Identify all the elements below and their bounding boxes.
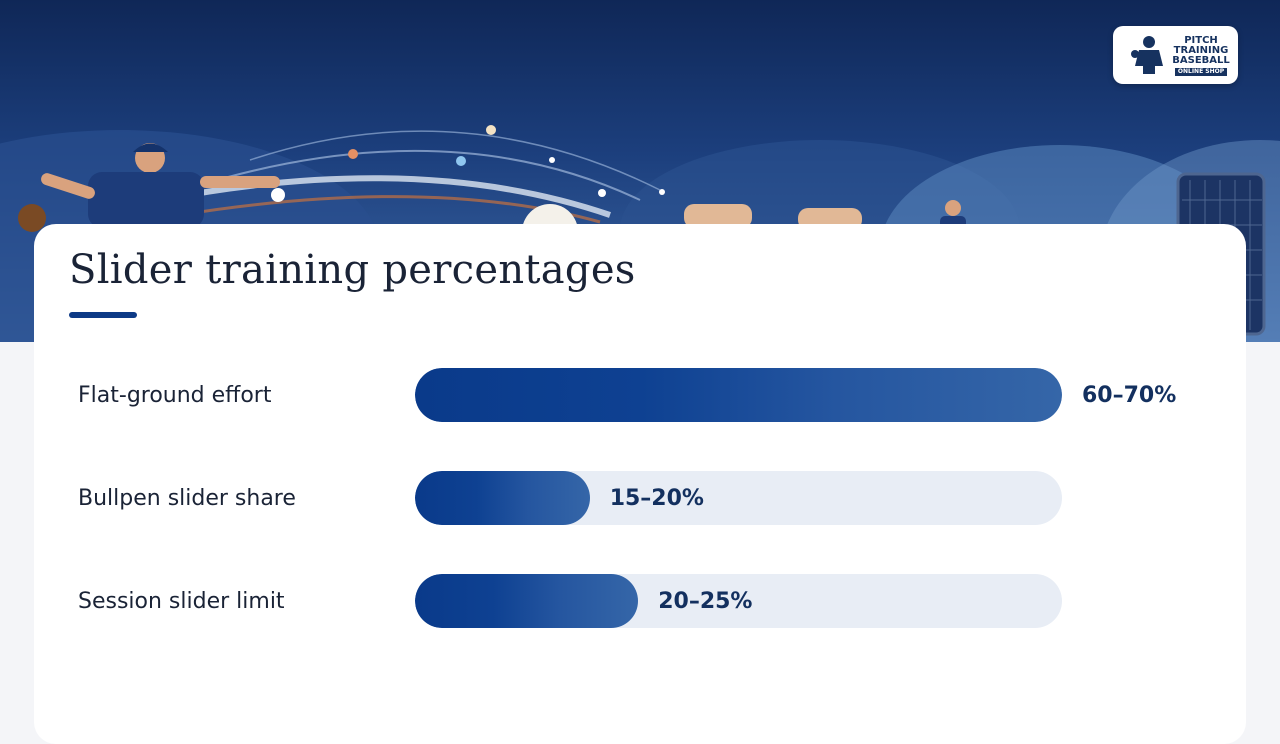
logo-line-2: TRAINING	[1173, 45, 1229, 56]
logo-line-4: ONLINE SHOP	[1174, 68, 1228, 76]
pitcher-logo-icon	[1131, 36, 1163, 74]
title-underline	[69, 312, 137, 318]
chart-title: Slider training percentages	[69, 247, 636, 293]
bar-fill-bullpen	[415, 471, 590, 525]
bar-label-session: Session slider limit	[78, 589, 285, 614]
bar-track-flat-ground	[415, 368, 1062, 422]
bar-label-flat-ground: Flat-ground effort	[78, 383, 272, 408]
logo-line-1: PITCH	[1184, 35, 1218, 46]
bar-fill-flat-ground	[415, 368, 1062, 422]
logo-line-3: BASEBALL	[1172, 55, 1230, 66]
bar-value-session: 20–25%	[658, 589, 753, 614]
bar-fill-session	[415, 574, 639, 628]
logo-wordmark: PITCH TRAINING BASEBALL ONLINE SHOP	[1171, 36, 1231, 76]
bar-value-bullpen: 15–20%	[609, 486, 704, 511]
shop-logo[interactable]: PITCH TRAINING BASEBALL ONLINE SHOP	[1113, 26, 1238, 84]
bar-track-bullpen	[415, 471, 1062, 525]
chart-card: Slider training percentages Flat-ground …	[34, 224, 1246, 744]
bar-label-bullpen: Bullpen slider share	[78, 486, 296, 511]
bar-value-flat-ground: 60–70%	[1082, 383, 1177, 408]
bar-track-session	[415, 574, 1062, 628]
